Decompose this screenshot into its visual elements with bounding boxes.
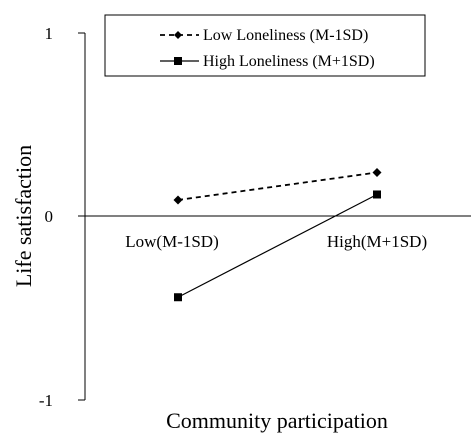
y-tick-label-bottom: -1 <box>39 391 53 410</box>
y-tick-label-top: 1 <box>45 24 54 43</box>
data-point-high-low <box>174 293 182 302</box>
legend-box <box>104 14 426 77</box>
y-tick-label-zero: 0 <box>45 207 54 226</box>
series-low-loneliness <box>173 167 382 205</box>
x-axis-title: Community participation <box>166 408 388 433</box>
data-point-low-high <box>372 167 382 177</box>
x-tick-label-high: High(M+1SD) <box>327 232 427 251</box>
legend-label-high: High Loneliness (M+1SD) <box>203 53 375 70</box>
x-tick-label-low: Low(M-1SD) <box>125 232 219 251</box>
series-high-loneliness <box>174 190 381 302</box>
legend-marker-diamond <box>174 31 182 39</box>
data-point-low-low <box>173 195 183 205</box>
series-line-low <box>177 171 378 201</box>
data-point-high-high <box>373 190 381 199</box>
series-line-high <box>177 193 378 298</box>
legend-label-low: Low Loneliness (M-1SD) <box>203 27 368 44</box>
legend-marker-square <box>174 57 182 65</box>
legend: Low Loneliness (M-1SD) High Loneliness (… <box>104 14 426 77</box>
y-axis-title: Life satisfaction <box>11 145 36 287</box>
